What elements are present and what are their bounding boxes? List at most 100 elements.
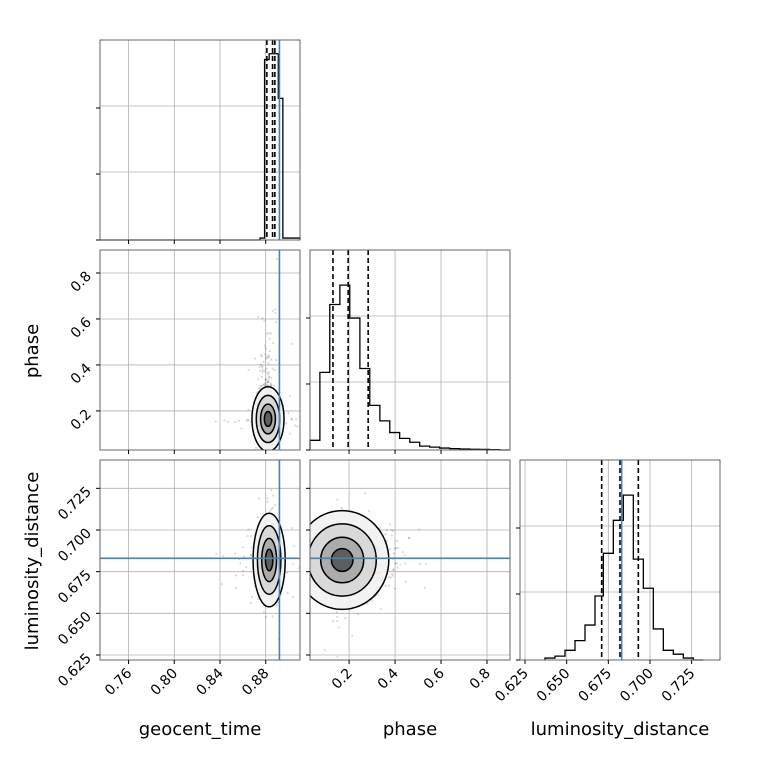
- histogram-step: [100, 53, 301, 241]
- y-axis-label-phase: phase: [22, 324, 43, 378]
- scatter-point: [267, 376, 270, 379]
- scatter-point: [259, 363, 262, 366]
- scatter-point: [392, 529, 395, 532]
- scatter-point: [267, 373, 270, 376]
- scatter-point: [296, 425, 299, 428]
- x-tick-label: 0.88: [239, 666, 272, 699]
- histogram-step: [309, 284, 510, 451]
- scatter-point: [274, 308, 277, 311]
- scatter-point: [250, 595, 254, 599]
- density-contour: [330, 547, 354, 573]
- histogram-step: [544, 494, 704, 661]
- scatter-point: [263, 344, 266, 347]
- scatter-point: [385, 529, 388, 532]
- scatter-point: [266, 380, 269, 384]
- x-axis-label-luminosity-distance: luminosity_distance: [531, 719, 710, 740]
- scatter-point: [291, 562, 294, 565]
- scatter-point: [392, 568, 395, 571]
- panel-geocent-time-hist: [96, 39, 301, 244]
- scatter-point: [260, 355, 264, 358]
- y-tick-label: 0.8: [68, 269, 95, 296]
- scatter-point: [262, 360, 265, 363]
- scatter-point: [424, 563, 428, 566]
- x-axis-label-geocent-time: geocent_time: [139, 719, 262, 740]
- scatter-point: [263, 319, 266, 322]
- panel-frame: [309, 249, 511, 451]
- scatter-point: [270, 376, 273, 380]
- scatter-point: [408, 536, 411, 540]
- scatter-point: [295, 418, 298, 421]
- scatter-point: [275, 258, 279, 261]
- scatter-point: [261, 369, 265, 372]
- scatter-point: [253, 357, 257, 360]
- y-tick-label: 0.4: [68, 360, 95, 387]
- scatter-point: [214, 420, 217, 423]
- y-tick-label: 0.700: [55, 526, 95, 566]
- scatter-point: [356, 612, 359, 616]
- x-tick-label: 0.76: [102, 665, 135, 698]
- x-tick-label: 0.80: [148, 666, 181, 699]
- scatter-point: [267, 371, 270, 374]
- x-tick-label: 0.625: [492, 666, 532, 706]
- scatter-point: [246, 534, 249, 538]
- scatter-point: [293, 545, 296, 548]
- scatter-point: [239, 562, 242, 565]
- scatter-point: [242, 569, 245, 572]
- scatter-point: [303, 539, 305, 541]
- scatter-point: [256, 315, 260, 319]
- x-tick-label: 0.725: [659, 666, 699, 706]
- scatter-point: [259, 384, 262, 387]
- scatter-point: [257, 378, 260, 381]
- scatter-point: [370, 599, 374, 602]
- scatter-point: [272, 494, 275, 497]
- scatter-point: [275, 603, 278, 607]
- density-contour: [264, 548, 274, 572]
- scatter-point: [366, 666, 368, 668]
- y-axis-label-luminosity-distance: luminosity_distance: [22, 472, 43, 651]
- panel-frame: [99, 39, 301, 241]
- scatter-point: [262, 383, 265, 386]
- scatter-point: [234, 552, 237, 555]
- scatter-point: [268, 375, 271, 379]
- scatter-point: [237, 419, 240, 423]
- scatter-point: [264, 378, 268, 381]
- scatter-point: [245, 565, 248, 569]
- scatter-point: [286, 571, 289, 574]
- scatter-point: [267, 355, 271, 358]
- panel-geocent-time-vs-phase: 0.2 0.4 0.6 0.8: [68, 249, 302, 454]
- scatter-point: [258, 365, 261, 368]
- scatter-point: [366, 602, 369, 605]
- panel-geocent-time-vs-luminosity-distance: 0.76 0.80 0.84 0.88 0.6250.6500.6750.7000.72…: [55, 459, 305, 699]
- scatter-point: [392, 552, 395, 555]
- scatter-point: [407, 536, 410, 540]
- scatter-point: [266, 500, 269, 504]
- scatter-point: [336, 619, 339, 623]
- scatter-point: [270, 507, 273, 511]
- scatter-point: [260, 384, 263, 388]
- scatter-point: [250, 546, 253, 549]
- y-tick-label: 0.725: [55, 484, 95, 524]
- y-tick-label: 0.2: [68, 406, 95, 433]
- scatter-point: [286, 591, 289, 595]
- scatter-point: [270, 358, 273, 361]
- scatter-point: [247, 419, 250, 422]
- scatter-point: [384, 533, 387, 536]
- scatter-point: [249, 554, 252, 557]
- scatter-point: [300, 422, 302, 424]
- panel-frame: [99, 249, 301, 451]
- scatter-point: [269, 332, 273, 335]
- scatter-point: [256, 597, 260, 600]
- y-tick-label: 0.6: [68, 314, 95, 341]
- scatter-point: [268, 349, 272, 353]
- scatter-point: [404, 562, 407, 565]
- scatter-point: [269, 384, 272, 387]
- scatter-point: [264, 353, 267, 356]
- scatter-point: [396, 546, 399, 549]
- scatter-point: [395, 539, 398, 543]
- x-tick-label: 0.650: [534, 666, 574, 706]
- y-tick-label: 0.625: [55, 651, 95, 691]
- scatter-point: [271, 367, 274, 370]
- x-tick-label: 0.2: [329, 666, 356, 693]
- scatter-point: [267, 380, 270, 383]
